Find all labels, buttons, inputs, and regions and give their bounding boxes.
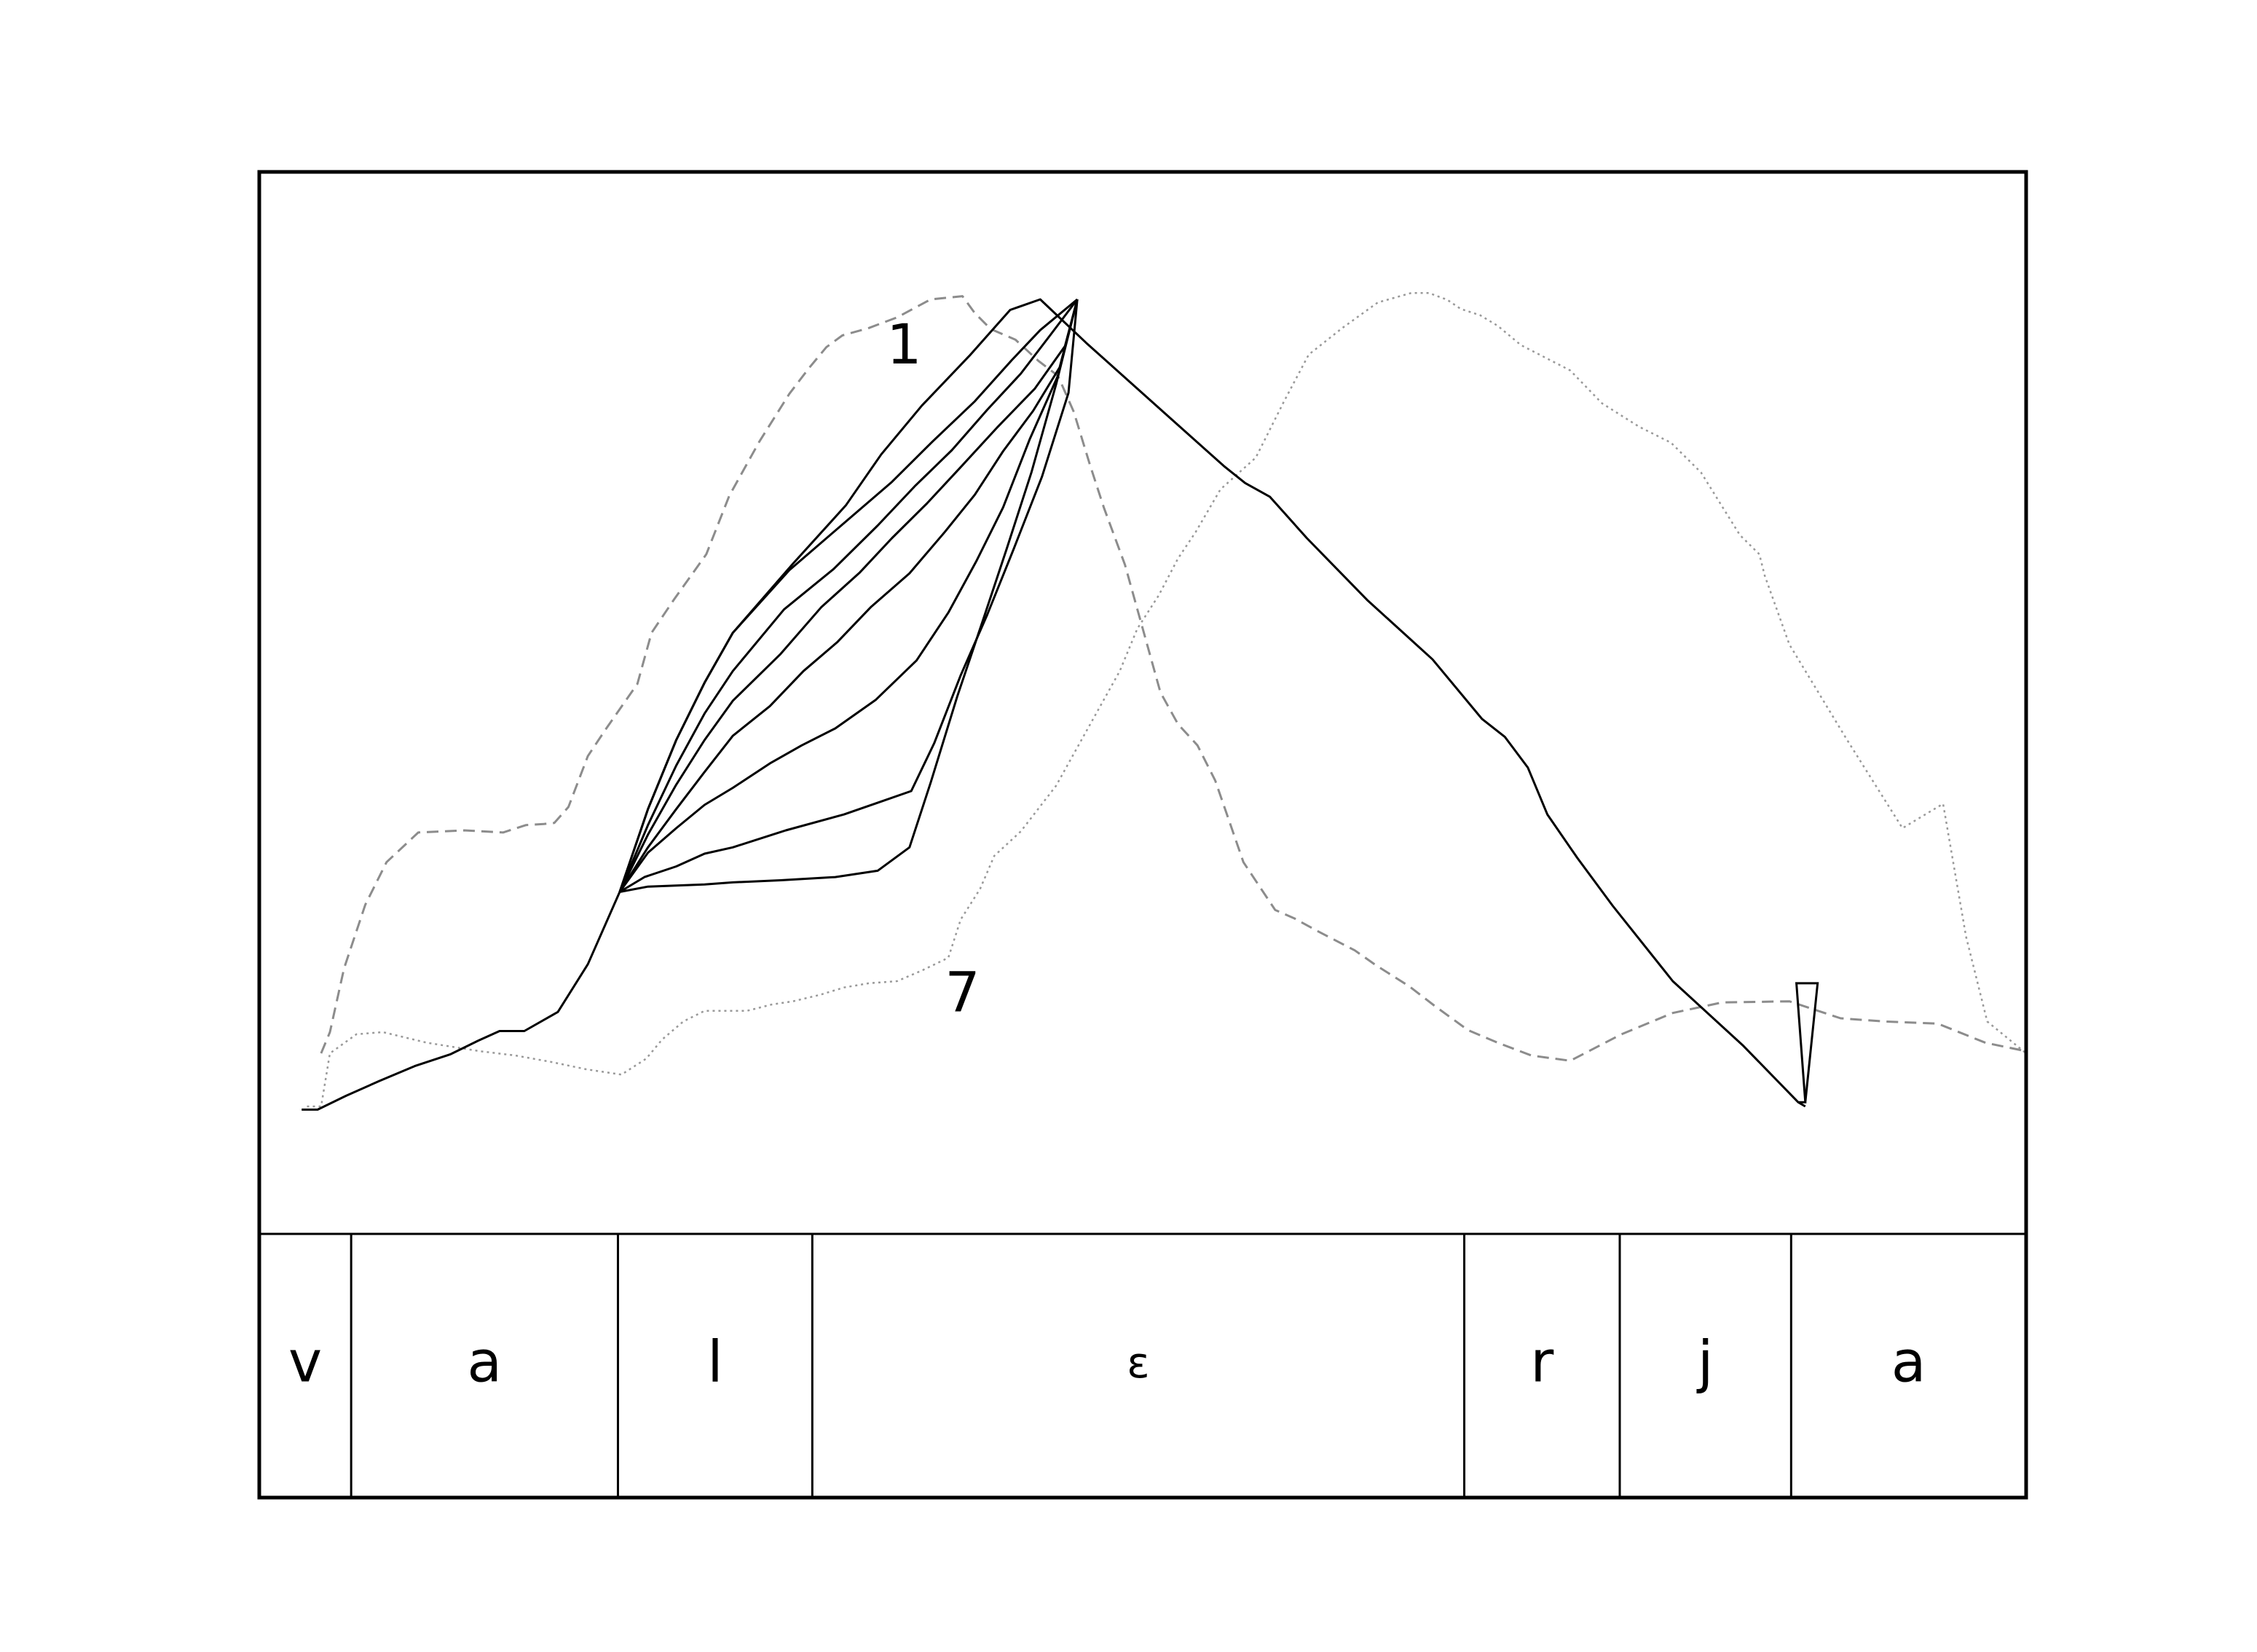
series-line-7: [618, 299, 1079, 893]
segment-label-7: a: [1891, 1329, 1926, 1395]
segment-label-1: v: [288, 1329, 322, 1395]
plot-frame: [257, 170, 2028, 1500]
series-line-3: [302, 298, 1806, 1111]
segment-label-2: a: [467, 1329, 502, 1395]
series-layer: [302, 291, 2027, 1111]
series-line-6: [618, 299, 1079, 893]
series-line-8: [618, 299, 1079, 893]
series-line-9: [619, 299, 1079, 893]
series-end-bracket: [1795, 982, 1819, 1104]
series-line-5: [618, 299, 1079, 893]
series-line-10: [619, 299, 1079, 893]
segment-label-3: l: [707, 1329, 723, 1395]
series-line-4: [618, 298, 1079, 892]
annotation-layer: 17: [886, 312, 980, 1024]
series-line-1: [320, 295, 2027, 1062]
annotation-label-2: 7: [945, 959, 980, 1024]
segment-label-5: r: [1530, 1329, 1554, 1395]
segment-label-4: ε: [1127, 1338, 1149, 1388]
annotation-label-1: 1: [886, 312, 921, 377]
series-line-2: [307, 291, 2027, 1108]
segment-label-6: j: [1696, 1329, 1714, 1395]
